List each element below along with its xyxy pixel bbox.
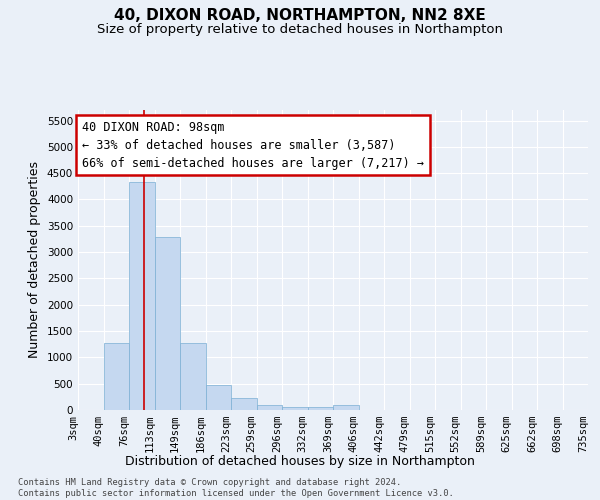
Text: 40 DIXON ROAD: 98sqm
← 33% of detached houses are smaller (3,587)
66% of semi-de: 40 DIXON ROAD: 98sqm ← 33% of detached h… (82, 120, 424, 170)
Bar (282, 407, 308, 410)
Text: Distribution of detached houses by size in Northampton: Distribution of detached houses by size … (125, 455, 475, 468)
Text: Size of property relative to detached houses in Northampton: Size of property relative to detached ho… (97, 22, 503, 36)
Text: Contains HM Land Registry data © Crown copyright and database right 2024.
Contai: Contains HM Land Registry data © Crown c… (18, 478, 454, 498)
Bar (308, 407, 333, 410)
Bar (333, 406, 359, 410)
Bar (129, 182, 155, 410)
Bar (104, 343, 129, 410)
Y-axis label: Number of detached properties: Number of detached properties (28, 162, 41, 358)
Bar (155, 237, 180, 410)
Bar (257, 406, 282, 410)
Bar (180, 342, 205, 410)
Text: 40, DIXON ROAD, NORTHAMPTON, NN2 8XE: 40, DIXON ROAD, NORTHAMPTON, NN2 8XE (114, 8, 486, 22)
Bar (205, 385, 231, 410)
Bar (231, 398, 257, 410)
